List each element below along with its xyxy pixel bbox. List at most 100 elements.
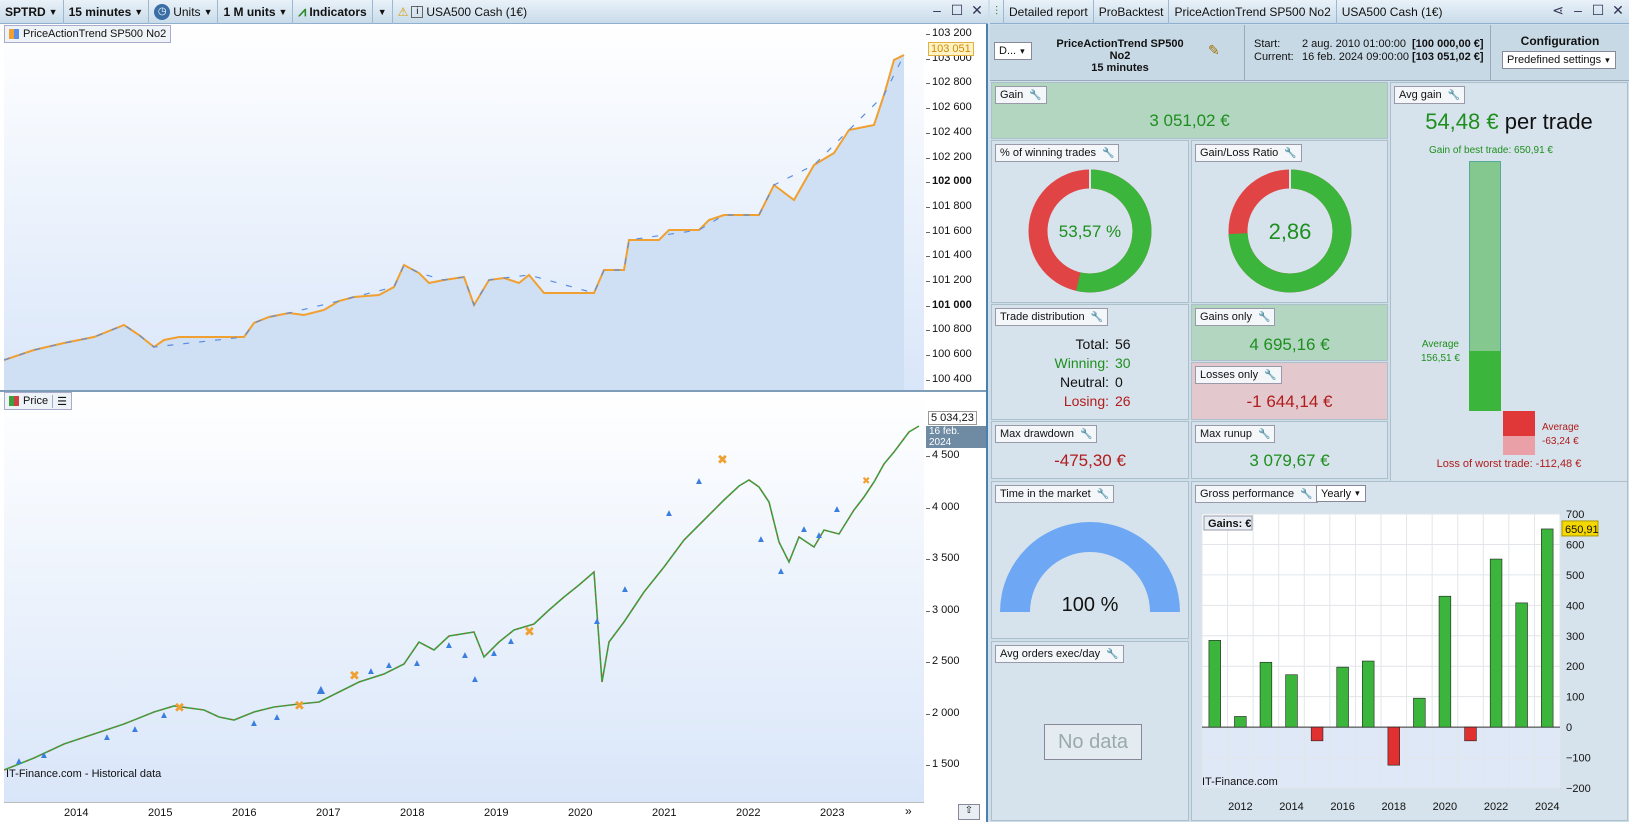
clock-icon: ◷ (154, 3, 171, 20)
autoscale-button[interactable]: ⇧ (958, 804, 980, 820)
wrench-icon[interactable]: 🔧 (1096, 488, 1110, 500)
bar-2011 (1208, 640, 1221, 728)
wrench-icon[interactable]: 🔧 (1257, 428, 1271, 440)
close-icon[interactable]: ✕ (1612, 2, 1624, 18)
wrench-icon[interactable]: 🔧 (1447, 89, 1461, 101)
tab-system[interactable]: PriceActionTrend SP500 No2 (1169, 0, 1337, 24)
system-dropdown-value: D... (999, 45, 1017, 57)
minimize-icon[interactable]: – (1574, 2, 1582, 18)
gain-title-text: Gain (1000, 89, 1024, 101)
x-tick: 2019 (484, 807, 509, 819)
tab-probacktest[interactable]: ProBacktest (1094, 0, 1170, 24)
preset-dropdown[interactable]: Predefined settings ▾ (1502, 51, 1616, 69)
system-dropdown[interactable]: D... ▾ (994, 42, 1032, 60)
time-axis[interactable]: 2014 2015 2016 2017 2018 2019 2020 2021 2022 2023 (4, 802, 924, 822)
chevron-down-icon: ▾ (1355, 488, 1360, 498)
wrench-icon[interactable]: 🔧 (1106, 648, 1119, 660)
tab-label: PriceActionTrend SP500 No2 (1174, 4, 1331, 19)
indicators-dropdown[interactable]: ▼ (373, 0, 393, 24)
svg-text:▲: ▲ (384, 660, 394, 671)
maximize-icon[interactable]: ☐ (1591, 2, 1605, 18)
list-icon[interactable]: ☰ (52, 394, 67, 408)
chevron-down-icon: ▼ (278, 6, 288, 17)
svg-text:▲: ▲ (102, 732, 112, 743)
scroll-right-icon[interactable]: » (905, 804, 912, 818)
units-count-select[interactable]: 1 M units ▼ (218, 0, 294, 24)
ratio-title: Gain/Loss Ratio 🔧 (1195, 144, 1302, 162)
bar-2019 (1413, 697, 1426, 728)
wrench-icon[interactable]: 🔧 (1264, 369, 1277, 381)
runup-title-text: Max runup (1200, 428, 1252, 440)
ratio-value: 2,86 (1269, 219, 1312, 244)
svg-text:✖: ✖ (174, 700, 185, 715)
tab-detailed-report[interactable]: Detailed report (1004, 0, 1094, 24)
ratio-box: Gain/Loss Ratio 🔧 2,86 (1191, 140, 1388, 303)
svg-text:✖: ✖ (862, 476, 870, 487)
bar-2023 (1515, 602, 1528, 728)
winning-value-count: 30 (1115, 355, 1131, 371)
wrench-icon[interactable]: 🔧 (1257, 311, 1271, 323)
y-tick: 600 (1566, 539, 1584, 551)
wrench-icon[interactable]: 🔧 (1090, 311, 1104, 323)
configuration-title: Configuration (1520, 34, 1600, 48)
ratio-title-text: Gain/Loss Ratio (1200, 147, 1279, 159)
minimize-icon[interactable]: – (933, 2, 941, 18)
gains-only-title: Gains only 🔧 (1195, 308, 1276, 326)
indicators-button[interactable]: ⩘ Indicators (293, 0, 373, 24)
close-icon[interactable]: ✕ (971, 2, 983, 18)
avg-orders-box: Avg orders exec/day 🔧 No data (991, 641, 1189, 821)
price-yaxis[interactable]: 4 500 4 000 3 500 3 000 2 500 2 000 1 500 (926, 392, 986, 802)
neutral-value: 0 (1115, 374, 1123, 390)
equity-pane[interactable] (3, 25, 924, 390)
drawdown-title: Max drawdown 🔧 (995, 425, 1098, 443)
wrench-icon[interactable]: 🔧 (1102, 147, 1115, 159)
chart-toolbar: SPTRD ▼ 15 minutes ▼ ◷ Units ▼ 1 M units ▼ ⩘ I… (0, 0, 988, 24)
winning-title-text: % of winning trades (1000, 147, 1096, 159)
svg-text:▲: ▲ (799, 524, 809, 535)
worst-trade: Loss of worst trade: -112,48 € (1436, 458, 1582, 470)
timeframe-select[interactable]: 15 minutes ▼ (64, 0, 150, 24)
current-date: 16 feb. 2024 09:00:00 (1302, 51, 1410, 63)
pane-separator[interactable] (0, 390, 986, 392)
bar-2013 (1259, 661, 1273, 728)
svg-text:▲: ▲ (832, 504, 842, 515)
chart-window: SPTRD ▼ 15 minutes ▼ ◷ Units ▼ 1 M units ▼ ⩘ I… (0, 0, 988, 822)
info-icon: i (411, 5, 424, 18)
chevron-down-icon: ▼ (377, 6, 387, 17)
tab-label: USA500 Cash (1€) (1341, 4, 1443, 19)
units-select[interactable]: ◷ Units ▼ (149, 0, 219, 24)
equity-label[interactable]: PriceActionTrend SP500 No2 (4, 25, 172, 43)
current-value: [103 051,02 €] (1412, 51, 1484, 63)
total-label: Total: (1075, 336, 1109, 352)
x-tick: 2018 (400, 807, 425, 819)
svg-text:▲: ▲ (814, 530, 824, 541)
y-tick: 300 (1566, 631, 1584, 643)
wrench-icon[interactable]: 🔧 (1284, 147, 1297, 159)
y-tick: 101 000 (926, 298, 972, 311)
equity-yaxis[interactable]: 103 200 103 000 102 800 102 600 102 400 102 2… (926, 25, 986, 390)
tab-label: ProBacktest (1098, 4, 1164, 19)
indicators-icon: ⩘ (298, 3, 307, 19)
chevron-down-icon: ▾ (1605, 54, 1610, 65)
edit-icon[interactable]: ✎ (1208, 42, 1220, 58)
share-icon[interactable]: ⋖ (1552, 2, 1564, 18)
losses-only-title: Losses only 🔧 (1195, 366, 1282, 384)
x-tick: 2020 (1433, 801, 1457, 813)
losses-only-title-text: Losses only (1200, 369, 1259, 381)
chart-credit: IT-Finance.com (1202, 776, 1278, 788)
period-dropdown[interactable]: Yearly ▾ (1316, 485, 1366, 502)
ticker-select[interactable]: SPTRD ▼ (0, 0, 64, 24)
maximize-icon[interactable]: ☐ (950, 2, 964, 18)
y-tick: 101 400 (926, 249, 972, 262)
x-tick: 2012 (1228, 801, 1252, 813)
wrench-icon[interactable]: 🔧 (1300, 488, 1313, 500)
system-title: PriceActionTrend SP500 No2 15 minutes (1045, 38, 1195, 74)
wrench-icon[interactable]: 🔧 (1079, 428, 1093, 440)
avg-loss-value: -63,24 € (1542, 436, 1579, 447)
price-pane[interactable]: ▲ ▲ ▲ ▲ ▲ ✖ ▲ ▲ ✖ ▲ ✖ ▲ ▲ ▲ ▲ ▲ ▲ ▲ ▲ ✖ ▲ ▲ ▲ ▲ ✖ ▲ ▲ ▲ ▲ ▲ ✖ IT-… (3, 392, 924, 802)
runup-value: 3 079,67 € (1249, 451, 1330, 470)
tab-instrument[interactable]: USA500 Cash (1€) (1337, 0, 1448, 24)
gains-only-box: Gains only 🔧 4 695,16 € (1191, 304, 1388, 361)
price-label[interactable]: Price ☰ (4, 392, 72, 410)
wrench-icon[interactable]: 🔧 (1029, 89, 1042, 101)
